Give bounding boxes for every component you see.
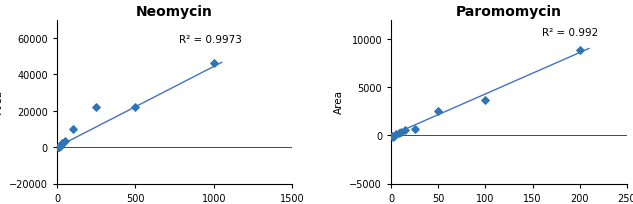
Point (209, 62, 219, 65)
Point (53, 146, 63, 149)
Point (56, 142, 66, 145)
Text: R² = 0.9973: R² = 0.9973 (179, 35, 242, 45)
Point (91, 106, 101, 109)
Point (400, 129, 410, 132)
Point (54, 145, 65, 149)
Point (410, 127, 420, 131)
Title: Neomycin: Neomycin (136, 5, 213, 19)
Point (394, 132, 404, 135)
Point (388, 136, 398, 139)
Point (575, 50, 585, 53)
Point (55, 145, 65, 148)
Y-axis label: Area: Area (0, 90, 4, 114)
Point (433, 110, 443, 113)
Point (387, 135, 398, 138)
Text: R² = 0.992: R² = 0.992 (542, 28, 598, 38)
Title: Paromomycin: Paromomycin (456, 5, 562, 19)
Point (60, 139, 70, 143)
Point (389, 135, 399, 138)
Point (56, 144, 66, 147)
Point (130, 106, 141, 109)
Point (396, 131, 406, 134)
Y-axis label: Area: Area (334, 90, 344, 114)
Point (53, 146, 63, 149)
Point (391, 133, 401, 136)
Point (480, 99, 491, 102)
Point (68, 128, 78, 131)
